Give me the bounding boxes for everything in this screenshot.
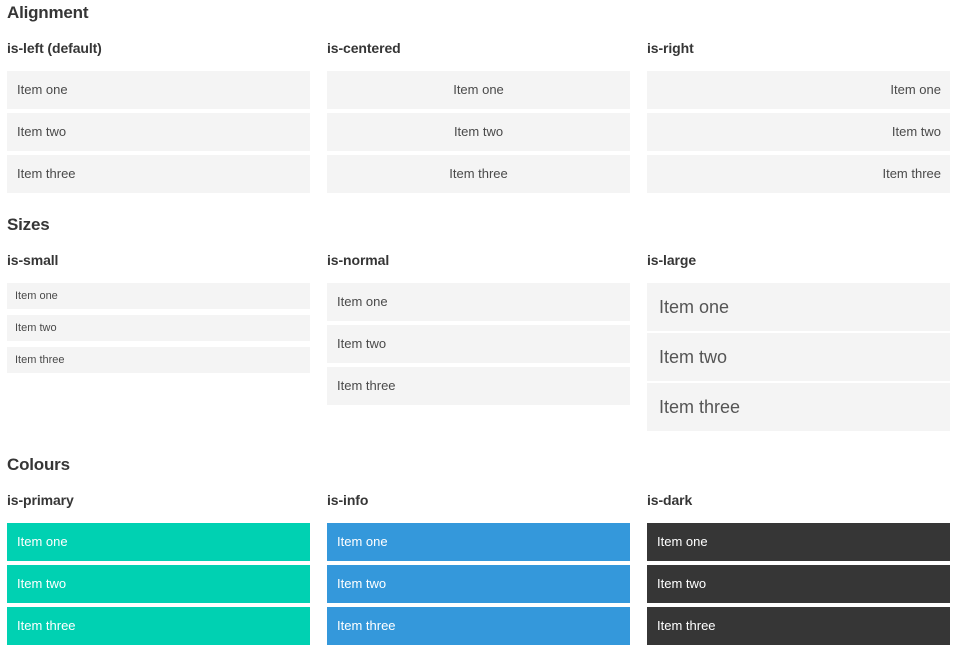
list-item: Item three (327, 155, 630, 193)
list-item: Item three (7, 347, 310, 373)
list-item: Item one (7, 523, 310, 561)
list-dark: Item one Item two Item three (647, 523, 950, 645)
list-item: Item three (7, 607, 310, 645)
columns-row: is-left (default) Item one Item two Item… (7, 23, 950, 193)
column-is-right: is-right Item one Item two Item three (647, 23, 950, 193)
list-item: Item one (327, 523, 630, 561)
columns-row: is-primary Item one Item two Item three … (7, 475, 950, 645)
section-sizes: Sizes is-small Item one Item two Item th… (7, 215, 950, 433)
list-item: Item two (327, 565, 630, 603)
list-item: Item three (647, 607, 950, 645)
section-title: Sizes (7, 215, 50, 234)
column-is-primary: is-primary Item one Item two Item three (7, 475, 310, 645)
list-item: Item three (7, 155, 310, 193)
list-item: Item two (647, 113, 950, 151)
column-heading: is-dark (647, 492, 693, 508)
column-heading: is-small (7, 252, 59, 268)
column-heading: is-primary (7, 492, 74, 508)
list-item: Item three (647, 383, 950, 431)
list-item: Item one (7, 71, 310, 109)
list-small: Item one Item two Item three (7, 283, 310, 373)
section-colours: Colours is-primary Item one Item two Ite… (7, 455, 950, 645)
list-item: Item two (7, 315, 310, 341)
list-normal: Item one Item two Item three (327, 283, 630, 405)
column-heading: is-left (default) (7, 40, 102, 56)
list-item: Item three (647, 155, 950, 193)
section-alignment: Alignment is-left (default) Item one Ite… (7, 3, 950, 193)
list-item: Item two (647, 333, 950, 381)
list-item: Item one (647, 283, 950, 331)
column-heading: is-centered (327, 40, 401, 56)
list-primary: Item one Item two Item three (7, 523, 310, 645)
column-heading: is-right (647, 40, 694, 56)
column-is-small: is-small Item one Item two Item three (7, 235, 310, 379)
list-info: Item one Item two Item three (327, 523, 630, 645)
list-item: Item two (647, 565, 950, 603)
column-is-left: is-left (default) Item one Item two Item… (7, 23, 310, 193)
list-item: Item one (647, 71, 950, 109)
list-item: Item one (327, 71, 630, 109)
list-right-aligned: Item one Item two Item three (647, 71, 950, 193)
list-center-aligned: Item one Item two Item three (327, 71, 630, 193)
list-item: Item two (327, 113, 630, 151)
list-item: Item two (7, 113, 310, 151)
column-is-large: is-large Item one Item two Item three (647, 235, 950, 433)
column-heading: is-info (327, 492, 369, 508)
list-item: Item three (327, 607, 630, 645)
column-is-normal: is-normal Item one Item two Item three (327, 235, 630, 405)
list-item: Item three (327, 367, 630, 405)
column-is-info: is-info Item one Item two Item three (327, 475, 630, 645)
column-is-centered: is-centered Item one Item two Item three (327, 23, 630, 193)
section-title: Alignment (7, 3, 89, 22)
columns-row: is-small Item one Item two Item three is… (7, 235, 950, 433)
list-item: Item one (7, 283, 310, 309)
section-title: Colours (7, 455, 70, 474)
column-heading: is-large (647, 252, 696, 268)
list-large: Item one Item two Item three (647, 283, 950, 431)
list-left-aligned: Item one Item two Item three (7, 71, 310, 193)
list-item: Item two (7, 565, 310, 603)
list-item: Item one (647, 523, 950, 561)
column-heading: is-normal (327, 252, 390, 268)
list-item: Item two (327, 325, 630, 363)
column-is-dark: is-dark Item one Item two Item three (647, 475, 950, 645)
list-item: Item one (327, 283, 630, 321)
